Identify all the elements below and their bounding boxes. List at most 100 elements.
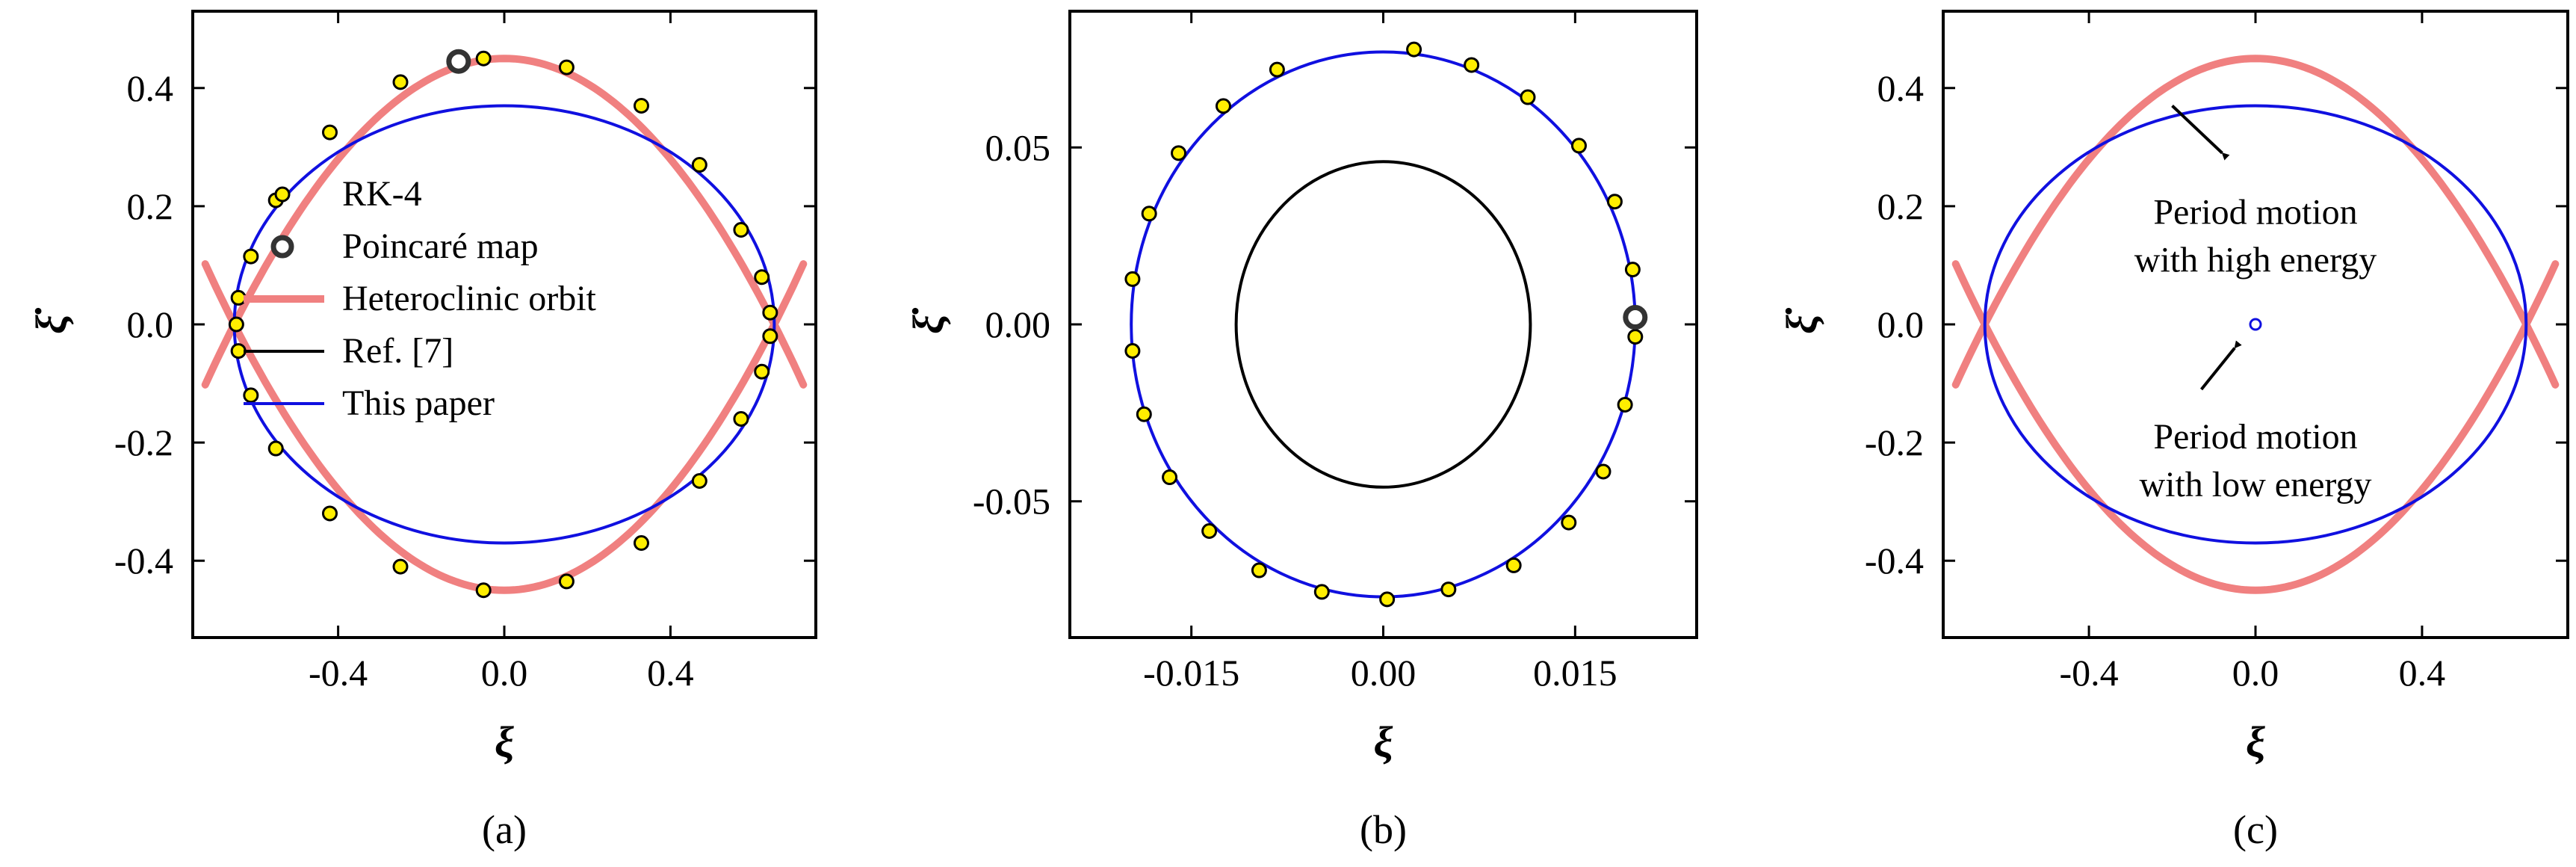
legend-poincare-symbol xyxy=(270,235,294,259)
rk4-point xyxy=(1171,145,1187,161)
rk4-point xyxy=(691,473,708,489)
x-tick-label: -0.4 xyxy=(309,652,368,694)
rk4-point xyxy=(392,74,409,90)
y-tick-label: 0.2 xyxy=(127,185,174,227)
y-tick-label: -0.2 xyxy=(1865,422,1924,463)
annotation-text: with high energy xyxy=(2134,241,2377,280)
y-tick-label: -0.4 xyxy=(1865,540,1924,581)
panel-b: -0.015 0.00 0.015 0.05 0.00 -0.05 ξ ξ̇ (b) xyxy=(904,10,1698,852)
rk4-point xyxy=(1624,262,1641,278)
rk4-point xyxy=(1505,557,1522,573)
rk4-point xyxy=(754,363,770,380)
rk4-point xyxy=(633,535,649,552)
rk4-point xyxy=(1406,41,1422,58)
axes-frame xyxy=(1068,10,1698,639)
y-tick-label: -0.4 xyxy=(114,540,173,581)
rk4-point xyxy=(1561,514,1577,531)
rk4-point xyxy=(691,157,708,173)
rk4-point xyxy=(558,573,575,590)
plot-area xyxy=(1124,41,1648,608)
rk4-point xyxy=(1520,89,1536,105)
legend-label: Heteroclinic orbit xyxy=(342,279,597,318)
x-axis-title: ξ xyxy=(2246,718,2265,766)
annotation: Period motion with high energy xyxy=(2134,105,2377,280)
y-tick-label: 0.0 xyxy=(1877,303,1925,345)
panel-label: (a) xyxy=(482,807,527,852)
rk4-point xyxy=(733,410,749,427)
y-tick-label: 0.4 xyxy=(1877,67,1925,109)
rk4-point xyxy=(1201,522,1218,539)
rk4-point xyxy=(754,269,770,286)
rk4-point xyxy=(321,124,338,141)
annotation: Period motion with low energy xyxy=(2139,340,2372,505)
ref7-orbit xyxy=(1234,160,1532,489)
rk4-point xyxy=(1124,271,1141,287)
rk4-point xyxy=(733,222,749,238)
rk4-point xyxy=(1162,469,1178,486)
y-tick-label: 0.00 xyxy=(985,303,1051,345)
x-tick-label: 0.4 xyxy=(2399,652,2446,694)
rk4-point xyxy=(1313,584,1330,600)
panel-label: (b) xyxy=(1360,807,1407,852)
x-tick-label: 0.4 xyxy=(647,652,694,694)
panel-c: -0.4 0.0 0.4 0.4 0.2 0.0 -0.2 -0.4 ξ ξ̇ (c) Period … xyxy=(1777,10,2569,852)
y-axis-title: ξ̇ xyxy=(1777,307,1826,334)
x-axis-title: ξ xyxy=(495,718,514,766)
x-tick-label: 0.0 xyxy=(481,652,528,694)
y-axis-title: ξ̇ xyxy=(27,307,75,334)
y-tick-label: 0.4 xyxy=(127,67,174,109)
rk4-point xyxy=(1215,98,1231,114)
heteroclinic-lower-branch xyxy=(201,260,808,594)
rk4-point xyxy=(1606,194,1623,210)
y-axis-title: ξ̇ xyxy=(904,307,953,334)
rk4-point xyxy=(762,304,778,321)
legend-label: RK-4 xyxy=(342,174,422,214)
y-tick-label: -0.05 xyxy=(973,481,1050,522)
rk4-point xyxy=(1269,61,1285,78)
legend-rk4-symbol xyxy=(274,186,291,203)
rk4-point xyxy=(230,343,247,360)
poincare-marker xyxy=(446,49,471,74)
y-tick-label: 0.2 xyxy=(1877,185,1925,227)
rk4-point xyxy=(1440,581,1457,598)
rk4-point xyxy=(1141,206,1157,222)
y-tick-label: -0.2 xyxy=(114,422,173,463)
annotation-text: Period motion xyxy=(2153,417,2357,457)
rk4-point xyxy=(1124,343,1141,360)
rk4-point xyxy=(1464,57,1480,73)
rk4-point xyxy=(762,328,778,345)
x-tick-label: 0.00 xyxy=(1351,652,1417,694)
rk4-point xyxy=(475,582,492,599)
this-paper-orbit xyxy=(1983,104,2528,545)
rk4-point xyxy=(267,440,284,457)
x-tick-label: 0.0 xyxy=(2232,652,2279,694)
plot-area xyxy=(1951,55,2560,594)
heteroclinic-upper-branch xyxy=(1951,55,2560,389)
rk4-point xyxy=(1570,138,1587,154)
legend-label: Ref. [7] xyxy=(342,331,453,371)
y-tick-label: 0.05 xyxy=(985,126,1051,168)
rk4-point xyxy=(228,316,244,333)
rk4-point xyxy=(475,50,492,67)
rk4-point xyxy=(230,289,247,306)
panel-a: -0.4 0.0 0.4 0.4 0.2 0.0 -0.2 -0.4 ξ ξ̇ (a) RK-4 Poi… xyxy=(27,10,817,852)
x-axis-title: ξ xyxy=(1373,718,1393,766)
poincare-marker xyxy=(1623,305,1648,330)
rk4-point xyxy=(392,558,409,575)
rk4-point xyxy=(1627,329,1644,345)
rk4-point xyxy=(633,97,649,114)
x-tick-label: 0.015 xyxy=(1533,652,1617,694)
x-tick-label: -0.015 xyxy=(1143,652,1239,694)
legend: RK-4 Poincaré map Heteroclinic orbit Ref. [… xyxy=(244,174,597,423)
legend-label: This paper xyxy=(342,383,495,423)
low-energy-orbit xyxy=(2249,318,2262,331)
this-paper-orbit xyxy=(1130,50,1637,599)
annotation-text: Period motion xyxy=(2153,193,2357,232)
heteroclinic-upper-branch xyxy=(201,55,808,389)
annotation-text: with low energy xyxy=(2139,465,2371,505)
plot-area xyxy=(201,49,808,599)
legend-label: Poincaré map xyxy=(342,226,539,266)
x-tick-label: -0.4 xyxy=(2059,652,2118,694)
annotation-arrow xyxy=(2171,105,2230,161)
